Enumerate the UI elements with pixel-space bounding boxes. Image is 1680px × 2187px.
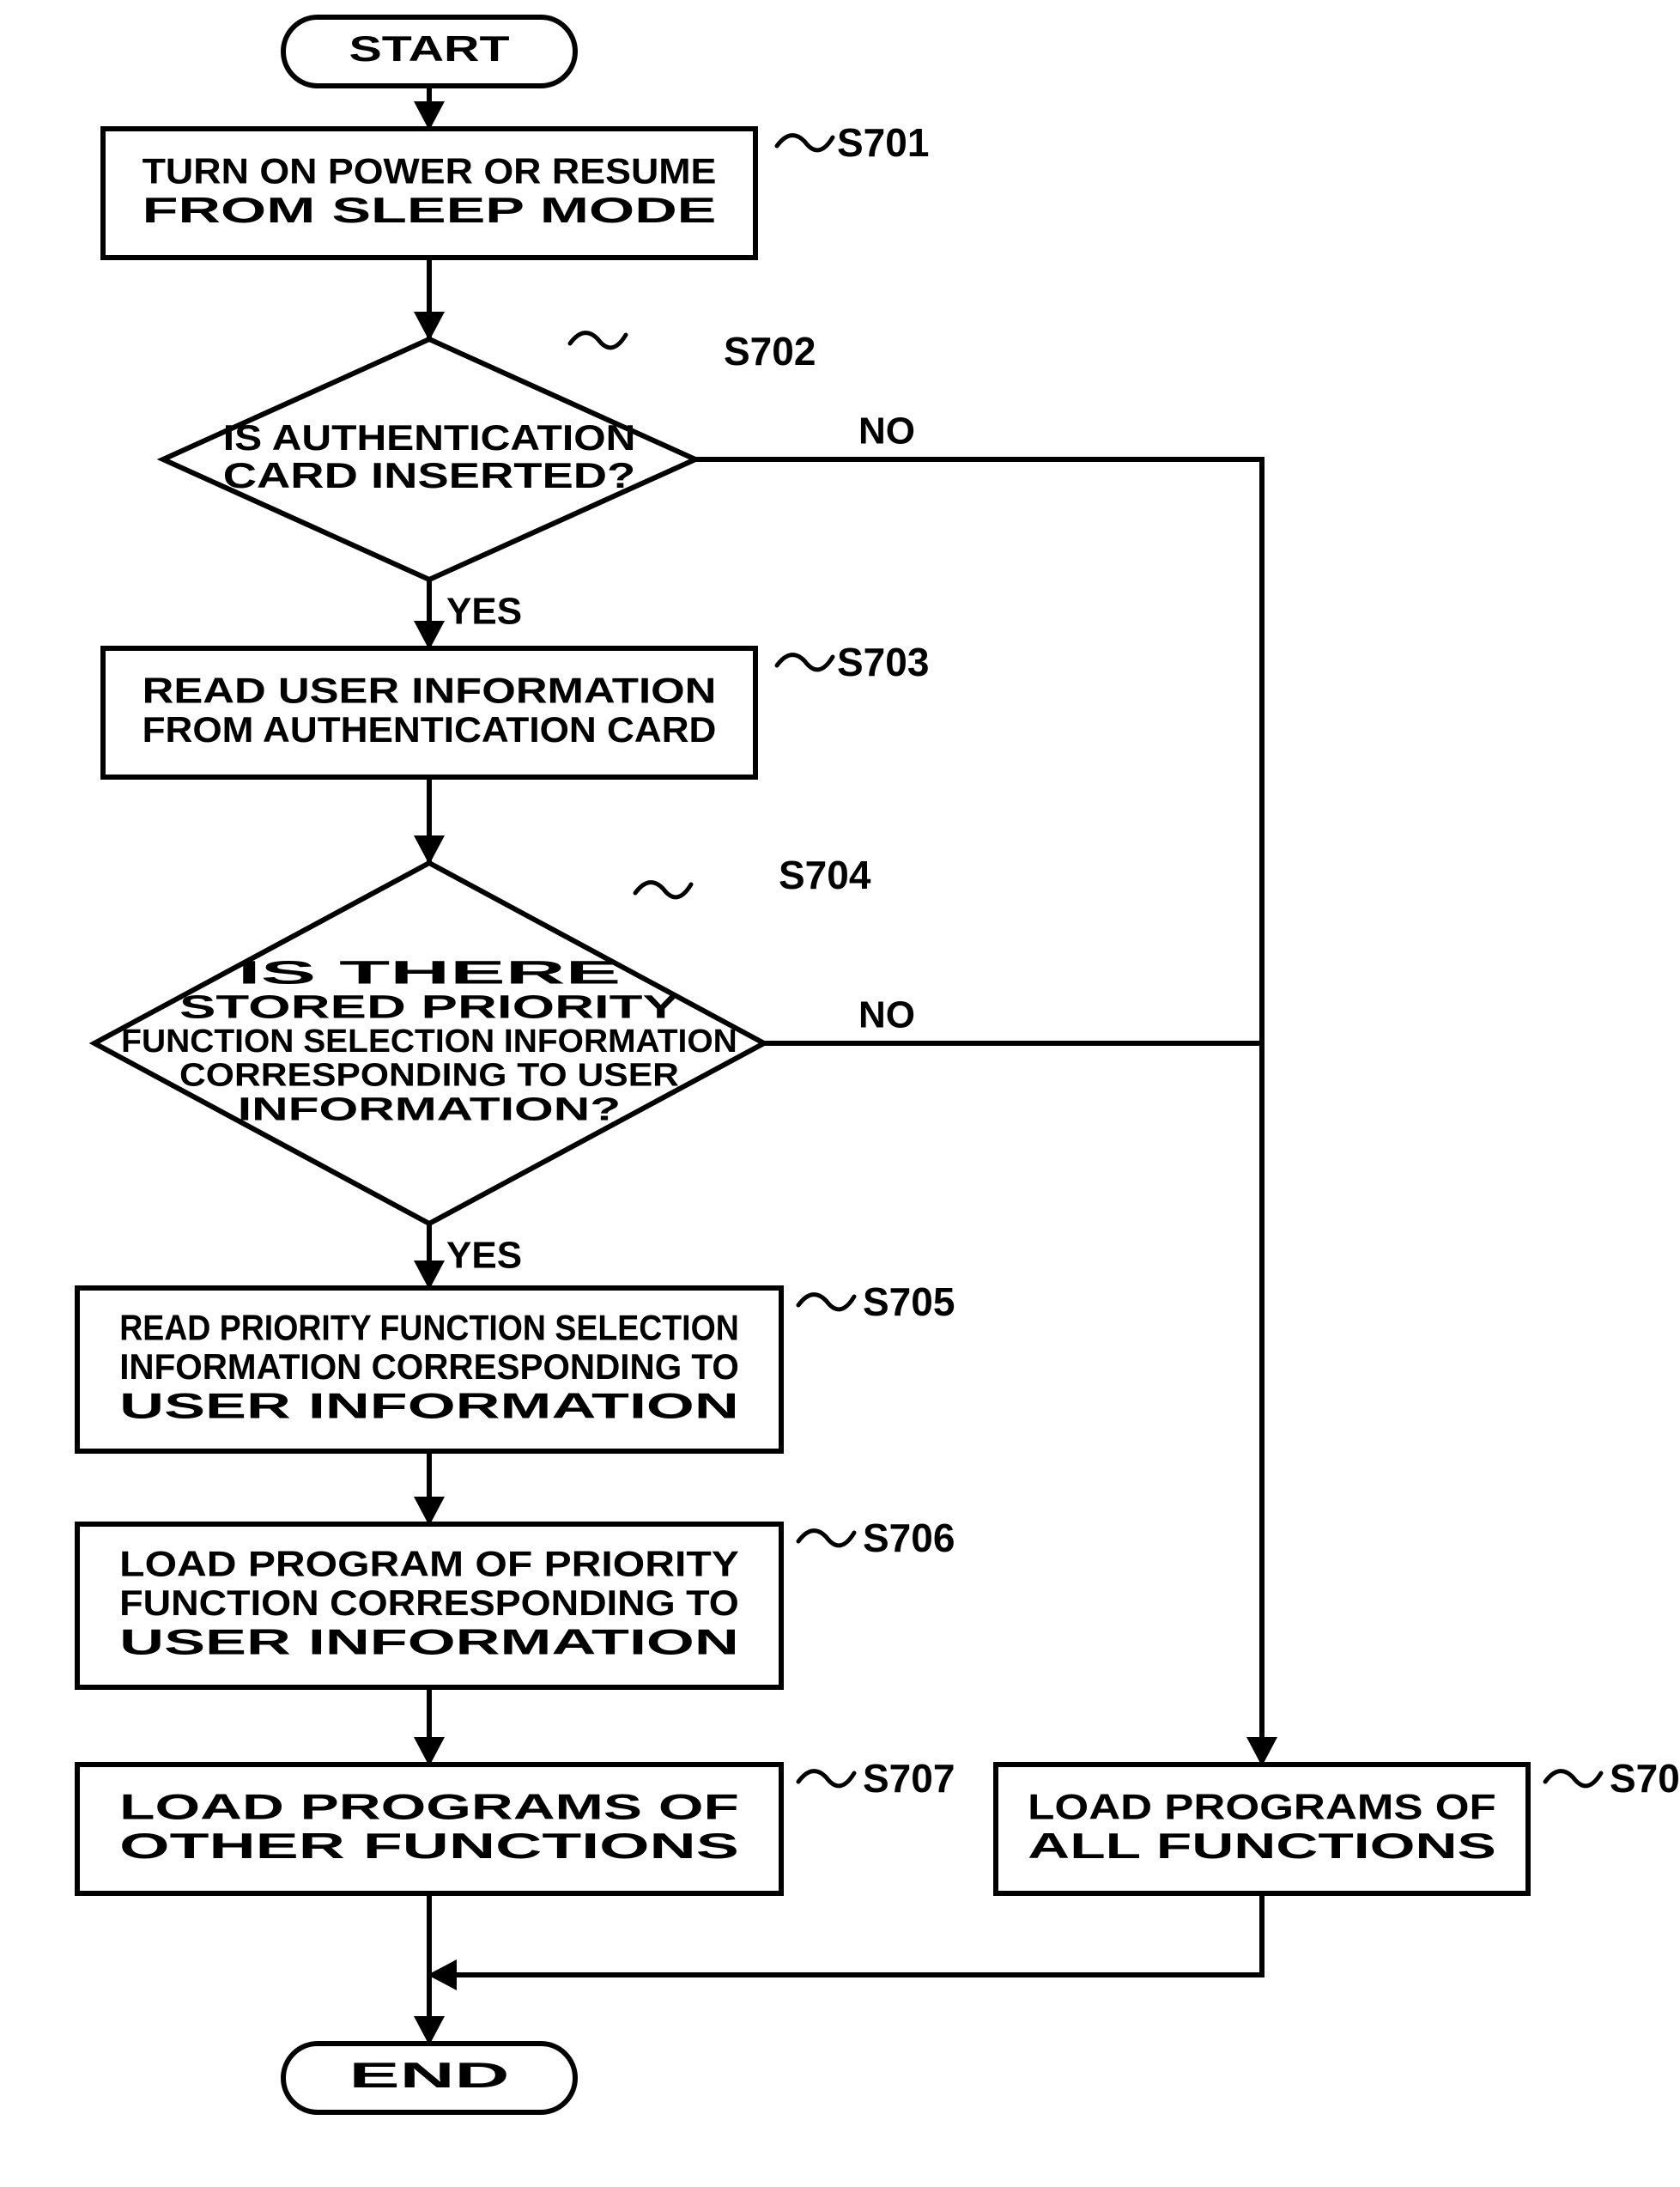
squiggle <box>798 1771 854 1786</box>
step-label: S704 <box>779 853 871 897</box>
node-text: ALL FUNCTIONS <box>1028 1826 1496 1866</box>
node-text: READ PRIORITY FUNCTION SELECTION <box>119 1308 739 1348</box>
node-text: IS AUTHENTICATION <box>223 417 636 458</box>
node-text: USER INFORMATION <box>119 1621 739 1662</box>
node-text: STORED PRIORITY <box>179 989 679 1025</box>
step-label: S701 <box>837 120 929 165</box>
nodes-layer: START TURN ON POWER OR RESUMEFROM SLEEP M… <box>77 17 1680 2112</box>
node-text: FROM SLEEP MODE <box>143 190 717 230</box>
node-text: FROM AUTHENTICATION CARD <box>143 709 717 750</box>
node-text: CARD INSERTED? <box>223 455 636 495</box>
edge <box>429 1893 1262 1975</box>
node-text: CORRESPONDING TO USER <box>179 1058 679 1094</box>
step-label: S707 <box>863 1756 955 1801</box>
node-s706: LOAD PROGRAM OF PRIORITYFUNCTION CORRESP… <box>77 1516 955 1687</box>
edge-label: YES <box>446 1235 522 1277</box>
step-label: S708 <box>1610 1756 1680 1801</box>
node-text: READ USER INFORMATION <box>143 670 717 710</box>
squiggle <box>570 333 626 348</box>
edge-label: YES <box>446 591 522 633</box>
node-s705: READ PRIORITY FUNCTION SELECTIONINFORMAT… <box>77 1279 955 1451</box>
squiggle <box>1545 1771 1601 1786</box>
node-s704: IS THERESTORED PRIORITYFUNCTION SELECTIO… <box>94 853 871 1224</box>
node-text: LOAD PROGRAMS OF <box>1028 1786 1496 1826</box>
node-s708: LOAD PROGRAMS OFALL FUNCTIONS S708 <box>996 1756 1680 1893</box>
node-text: INFORMATION CORRESPONDING TO <box>119 1346 739 1387</box>
step-label: S705 <box>863 1279 955 1324</box>
edge-label: NO <box>858 410 915 453</box>
node-text: OTHER FUNCTIONS <box>119 1826 739 1866</box>
step-label: S703 <box>837 640 929 684</box>
node-text: LOAD PROGRAMS OF <box>119 1786 739 1826</box>
squiggle <box>798 1295 854 1309</box>
node-text: IS THERE <box>238 956 621 992</box>
node-text: START <box>349 28 510 69</box>
node-s702: IS AUTHENTICATIONCARD INSERTED? S702 <box>163 329 816 580</box>
node-text: FUNCTION CORRESPONDING TO <box>119 1583 739 1623</box>
step-label: S702 <box>724 329 816 374</box>
squiggle <box>777 655 833 670</box>
squiggle <box>635 883 691 897</box>
node-text: USER INFORMATION <box>119 1385 739 1425</box>
node-text: FUNCTION SELECTION INFORMATION <box>121 1024 737 1060</box>
node-text: END <box>349 2055 510 2095</box>
squiggle <box>777 136 833 150</box>
flowchart-diagram: YESYESNONOSTARTTURN ON POWER OR RESUMEFR… <box>0 0 1680 2187</box>
step-label: S706 <box>863 1516 955 1560</box>
node-start: START <box>283 17 575 86</box>
edge-label: NO <box>858 994 915 1036</box>
squiggle <box>798 1531 854 1546</box>
node-text: LOAD PROGRAM OF PRIORITY <box>119 1544 739 1584</box>
node-text: TURN ON POWER OR RESUME <box>143 150 717 191</box>
node-end: END <box>283 2044 575 2112</box>
node-text: INFORMATION? <box>238 1091 621 1127</box>
